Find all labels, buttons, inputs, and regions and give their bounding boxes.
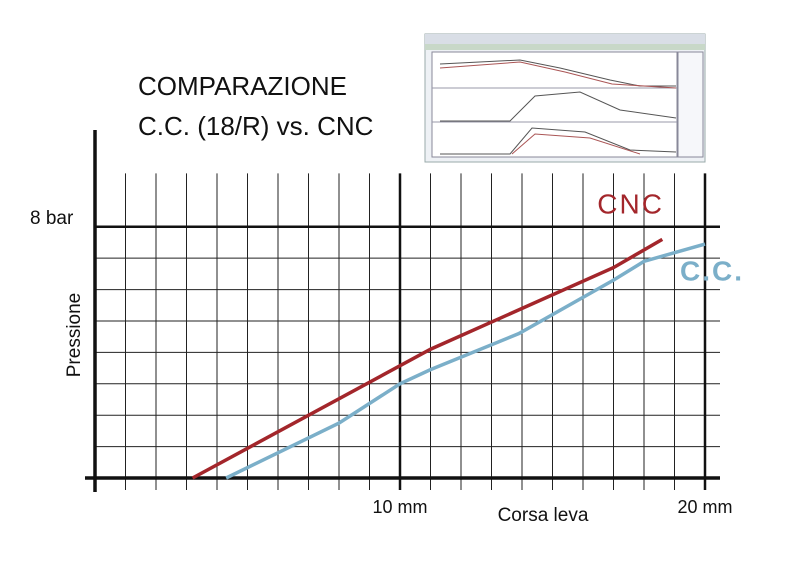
chart-title: COMPARAZIONE xyxy=(138,71,347,101)
y-axis-label: Pressione xyxy=(64,293,85,378)
screenshot-toolbar xyxy=(425,34,705,44)
screenshot-trace xyxy=(440,91,677,122)
series-line xyxy=(225,242,706,480)
x-tick-label: 20 mm xyxy=(677,497,732,517)
y-tick-label: 8 bar xyxy=(30,208,74,229)
software-screenshot xyxy=(424,33,706,163)
x-axis-label: Corsa leva xyxy=(498,505,589,526)
screenshot-trace xyxy=(439,61,677,89)
chart-subtitle: C.C. (18/R) vs. CNC xyxy=(138,111,373,141)
series-line xyxy=(191,237,664,480)
series-label: C.C. xyxy=(680,255,744,286)
screenshot-plot xyxy=(431,51,678,158)
x-tick-label: 10 mm xyxy=(372,497,427,517)
screenshot-toolbar xyxy=(425,44,705,50)
screenshot-trace xyxy=(511,133,641,155)
series-label: CNC xyxy=(597,189,664,220)
screenshot-trace xyxy=(440,127,677,155)
screenshot-panel xyxy=(677,51,704,158)
